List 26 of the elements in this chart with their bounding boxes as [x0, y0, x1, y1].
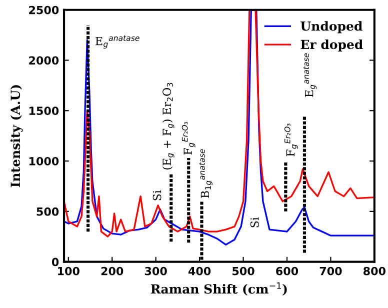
annotation: E$_{g}$$^{anatase}$ [96, 35, 140, 49]
y-axis-title: Intensity (A.U) [10, 85, 23, 188]
x-axis-title: Raman Shift (cm$^{−1}$) [150, 282, 287, 296]
x-tick-label: 700 [320, 266, 342, 276]
x-tick-label: 100 [58, 266, 80, 276]
legend-label: Undoped [300, 21, 362, 34]
annotation: Si [250, 217, 259, 228]
x-tick-label: 400 [188, 266, 211, 276]
y-tick-label: 1000 [29, 156, 59, 166]
annotation: E$_{g}$$^{anatase}$ [303, 53, 317, 98]
annotation: F$_{g}$$^{Er₂O₃}$ [284, 124, 298, 156]
y-tick-label: 0 [52, 258, 59, 266]
legend-label: Er doped [300, 39, 363, 52]
y-tick-label: 1500 [29, 106, 59, 116]
y-tick-label: 2500 [29, 6, 59, 14]
x-tick-label: 200 [101, 266, 124, 276]
y-tick-label: 2000 [29, 56, 59, 65]
x-tick-label: 500 [232, 266, 254, 276]
annotation: F$_{g}$$^{Er₂O₃}$ [182, 122, 196, 155]
annotation: B$_{1g}$$^{anatase}$ [199, 149, 212, 198]
x-tick-label: 300 [144, 266, 167, 276]
x-tick-label: 800 [364, 266, 386, 276]
annotation: Si [152, 190, 162, 200]
x-tick-label: 600 [276, 266, 298, 276]
y-tick-label: 500 [36, 207, 59, 216]
annotation: (E$_{g}$ + F$_{g}$) Er$_{2}$O$_{3}$ [162, 82, 174, 170]
